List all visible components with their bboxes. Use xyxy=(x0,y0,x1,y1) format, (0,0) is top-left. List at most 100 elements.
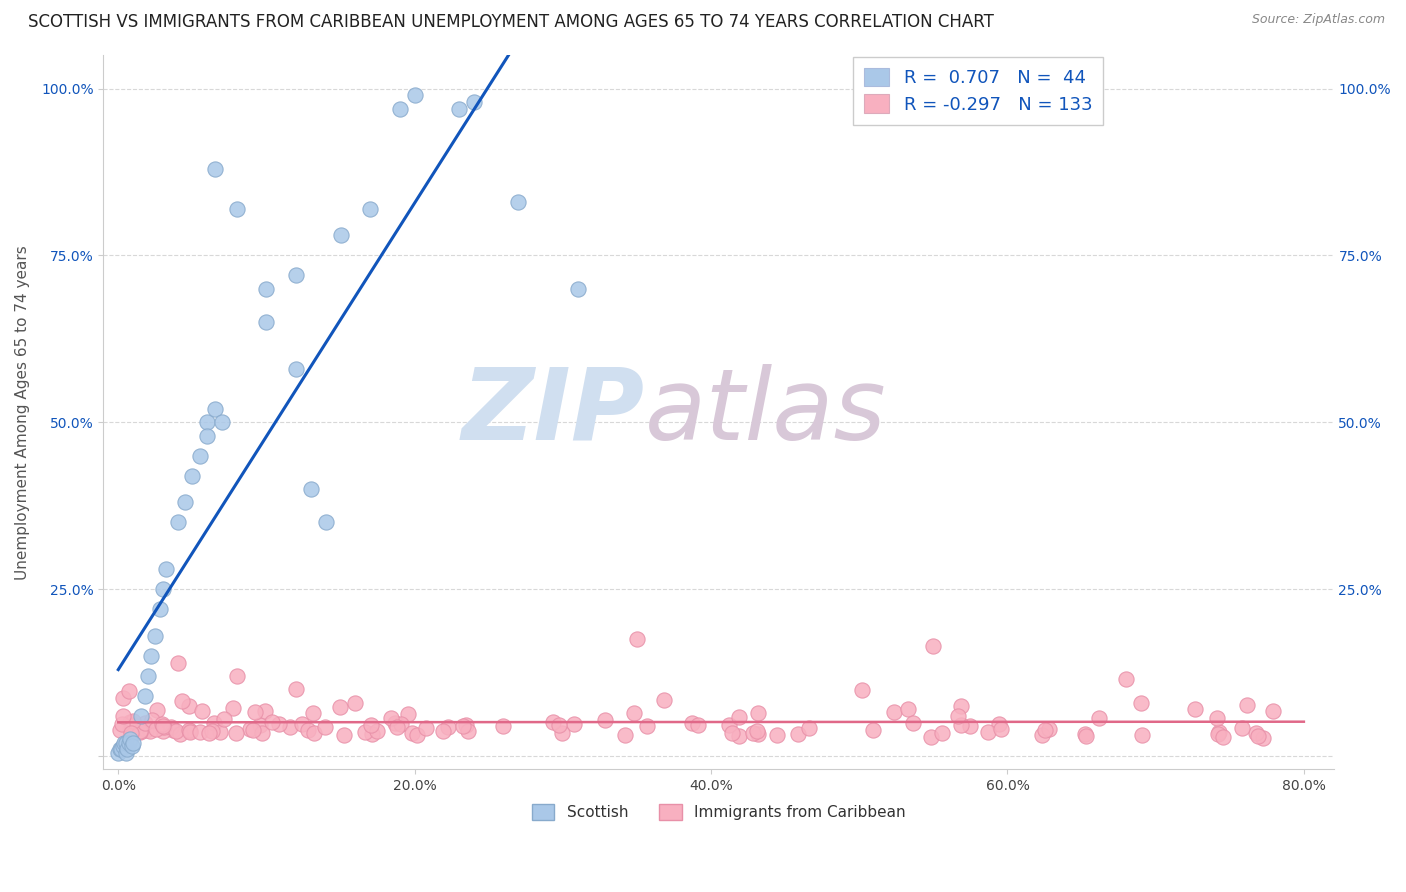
Point xyxy=(120,726,142,740)
Point xyxy=(728,710,751,724)
Point xyxy=(146,703,169,717)
Point xyxy=(851,683,873,698)
Point xyxy=(593,713,616,727)
Point xyxy=(188,725,211,739)
Point xyxy=(204,401,226,416)
Point xyxy=(242,723,264,738)
Point xyxy=(155,562,177,576)
Point xyxy=(432,724,454,739)
Point xyxy=(361,727,384,741)
Point xyxy=(297,723,319,738)
Point xyxy=(463,95,485,109)
Point xyxy=(862,723,884,737)
Point xyxy=(389,717,412,731)
Point xyxy=(159,720,181,734)
Point xyxy=(1206,727,1229,741)
Point xyxy=(256,315,278,329)
Point xyxy=(613,728,636,742)
Point xyxy=(136,669,159,683)
Point xyxy=(1261,705,1284,719)
Point xyxy=(747,706,769,721)
Point xyxy=(285,268,308,283)
Point xyxy=(177,698,200,713)
Point xyxy=(121,720,143,734)
Point xyxy=(359,202,381,216)
Point xyxy=(122,717,145,731)
Point xyxy=(225,669,247,683)
Point xyxy=(243,705,266,719)
Point xyxy=(177,723,200,738)
Point xyxy=(626,632,648,647)
Point xyxy=(1130,728,1153,742)
Point xyxy=(766,728,789,742)
Point xyxy=(717,718,740,732)
Point xyxy=(111,739,134,753)
Point xyxy=(267,717,290,731)
Point xyxy=(456,717,478,731)
Point xyxy=(329,228,352,243)
Point xyxy=(396,706,419,721)
Point xyxy=(415,721,437,735)
Point xyxy=(129,723,152,738)
Point xyxy=(541,714,564,729)
Point xyxy=(111,691,134,706)
Point xyxy=(121,739,143,753)
Point xyxy=(1184,702,1206,716)
Point xyxy=(353,724,375,739)
Point xyxy=(139,648,162,663)
Point xyxy=(285,682,308,697)
Point xyxy=(1236,698,1258,712)
Point xyxy=(451,719,474,733)
Point xyxy=(949,698,972,713)
Point xyxy=(253,704,276,718)
Point xyxy=(239,723,262,737)
Point xyxy=(1038,722,1060,736)
Point xyxy=(329,700,352,714)
Point xyxy=(118,714,141,729)
Point xyxy=(333,727,356,741)
Point xyxy=(404,88,426,103)
Point xyxy=(195,428,218,442)
Point xyxy=(166,656,188,670)
Point xyxy=(492,719,515,733)
Point xyxy=(727,729,749,743)
Point xyxy=(139,724,162,739)
Point xyxy=(201,724,224,739)
Text: SCOTTISH VS IMMIGRANTS FROM CARIBBEAN UNEMPLOYMENT AMONG AGES 65 TO 74 YEARS COR: SCOTTISH VS IMMIGRANTS FROM CARIBBEAN UN… xyxy=(28,13,994,31)
Point xyxy=(360,717,382,731)
Point xyxy=(174,495,197,509)
Point xyxy=(747,727,769,741)
Point xyxy=(162,723,184,738)
Point xyxy=(1031,728,1053,742)
Point xyxy=(211,415,233,429)
Point xyxy=(179,723,201,738)
Point xyxy=(636,719,658,733)
Point xyxy=(1088,711,1111,725)
Point xyxy=(108,723,131,738)
Point xyxy=(212,712,235,726)
Point xyxy=(204,161,226,176)
Point xyxy=(299,482,322,496)
Point xyxy=(384,716,406,731)
Point xyxy=(742,726,765,740)
Point xyxy=(166,516,188,530)
Point xyxy=(344,696,367,710)
Point xyxy=(387,720,409,734)
Point xyxy=(1205,711,1227,725)
Point xyxy=(198,726,221,740)
Point xyxy=(922,639,945,653)
Point xyxy=(135,723,157,737)
Point xyxy=(118,723,141,737)
Point xyxy=(959,719,981,733)
Point xyxy=(225,202,247,216)
Point xyxy=(508,194,530,209)
Point xyxy=(1247,729,1270,743)
Point xyxy=(897,702,920,716)
Point xyxy=(181,468,204,483)
Point xyxy=(249,718,271,732)
Point xyxy=(134,689,156,703)
Point xyxy=(145,723,167,737)
Point xyxy=(118,736,141,750)
Point xyxy=(977,725,1000,739)
Point xyxy=(990,722,1012,736)
